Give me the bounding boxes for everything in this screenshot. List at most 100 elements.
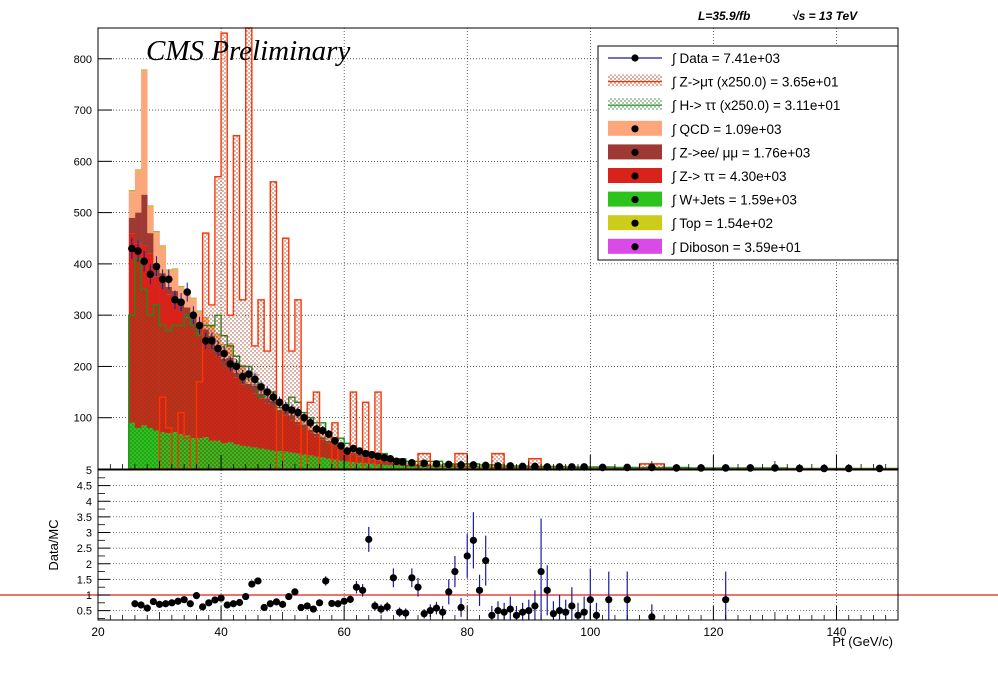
data-point bbox=[408, 459, 416, 467]
top-bar bbox=[134, 170, 142, 172]
x-axis-label: Pt (GeV/c) bbox=[832, 634, 893, 649]
ratio-point bbox=[303, 602, 311, 610]
zll-bar bbox=[134, 212, 142, 244]
legend-entry-data: ∫ Data = 7.41e+03 bbox=[608, 51, 780, 66]
ratio-point bbox=[389, 574, 397, 582]
diboson-bar bbox=[141, 69, 148, 71]
ratio-point bbox=[475, 586, 484, 594]
zll-bar bbox=[141, 194, 148, 246]
ratio-ytick-label: 1.5 bbox=[77, 574, 92, 586]
legend-entry-ztt: ∫ Z-> ττ = 4.30e+03 bbox=[608, 168, 787, 184]
top-bar bbox=[147, 205, 154, 208]
data-point bbox=[444, 460, 453, 469]
ratio-point bbox=[174, 597, 182, 605]
legend-entry-top: ∫ Top = 1.54e+02 bbox=[608, 215, 773, 231]
chart-title: CMS Preliminary bbox=[146, 35, 350, 67]
ratio-point bbox=[568, 602, 576, 610]
main-ytick-label: 300 bbox=[74, 310, 92, 322]
xtick-label: 120 bbox=[703, 625, 723, 639]
ratio-point bbox=[242, 592, 250, 601]
ratio-point bbox=[180, 596, 188, 604]
top-bar bbox=[128, 190, 136, 193]
ratio-point bbox=[432, 604, 441, 612]
ratio-point bbox=[254, 577, 262, 585]
legend-label: ∫ W+Jets = 1.59e+03 bbox=[671, 193, 797, 208]
legend-label: ∫ Z-> ττ = 4.30e+03 bbox=[671, 169, 787, 184]
ratio-ytick-label: 4 bbox=[86, 496, 92, 508]
ratio-point bbox=[451, 567, 459, 576]
ratio-point bbox=[414, 583, 422, 591]
data-point bbox=[195, 321, 204, 330]
data-point bbox=[244, 370, 253, 378]
ratio-point bbox=[506, 605, 514, 613]
data-point bbox=[189, 311, 198, 319]
diboson-bar bbox=[196, 310, 203, 312]
data-point bbox=[531, 462, 539, 471]
zll-bar bbox=[184, 307, 191, 318]
legend-label: ∫ Data = 7.41e+03 bbox=[671, 51, 780, 66]
diboson-bar bbox=[159, 245, 166, 246]
xtick-label: 140 bbox=[826, 625, 846, 639]
data-point bbox=[349, 444, 358, 453]
ratio-point bbox=[500, 608, 508, 616]
xtick-label: 20 bbox=[91, 625, 105, 639]
ratio-point bbox=[371, 602, 379, 610]
zll-bar bbox=[128, 217, 136, 234]
ratio-point bbox=[426, 607, 434, 615]
ratio-point bbox=[383, 603, 391, 611]
ratio-point bbox=[722, 596, 730, 604]
data-point bbox=[183, 288, 192, 296]
main-y-axis: 100 200 300 400 500 600 700 800 bbox=[74, 54, 112, 425]
ratio-point bbox=[543, 586, 551, 594]
qcd-bar bbox=[159, 247, 166, 274]
data-point bbox=[220, 349, 228, 358]
ratio-point bbox=[580, 608, 588, 616]
main-ytick-label: 400 bbox=[74, 259, 92, 271]
legend-entry-signal_htt: ∫ H-> ττ (x250.0) = 3.11e+01 bbox=[608, 98, 840, 113]
data-point bbox=[158, 275, 167, 284]
data-point bbox=[355, 447, 364, 455]
data-point bbox=[152, 262, 161, 271]
data-point bbox=[263, 388, 272, 396]
data-point bbox=[171, 295, 179, 304]
xtick-label: 40 bbox=[214, 625, 228, 639]
legend-entry-wjets: ∫ W+Jets = 1.59e+03 bbox=[608, 191, 797, 208]
data-point bbox=[164, 275, 173, 284]
ratio-point bbox=[211, 596, 219, 604]
ratio-point bbox=[192, 592, 201, 600]
data-point bbox=[134, 247, 142, 255]
data-point bbox=[275, 398, 284, 407]
legend-label: ∫ Z->ee/ μμ = 1.76e+03 bbox=[671, 145, 810, 160]
data-point bbox=[457, 461, 465, 469]
ratio-point bbox=[143, 604, 151, 612]
data-point bbox=[226, 360, 235, 368]
ratio-point bbox=[537, 567, 545, 576]
ratio-x-axis: 20 40 60 80 100 120 140 bbox=[91, 455, 887, 639]
ratio-point bbox=[525, 607, 533, 615]
main-ytick-label: 800 bbox=[74, 54, 92, 66]
ratio-point bbox=[445, 588, 453, 596]
data-point bbox=[392, 457, 401, 466]
energy-label: √s = 13 TeV bbox=[792, 9, 858, 23]
legend-label: ∫ QCD = 1.09e+03 bbox=[671, 122, 782, 137]
ratio-point bbox=[555, 607, 564, 615]
ratio-point bbox=[334, 600, 342, 608]
ratio-point bbox=[623, 596, 631, 604]
ratio-point bbox=[519, 608, 527, 616]
diboson-bar bbox=[153, 231, 160, 232]
top-bar bbox=[196, 311, 203, 313]
diboson-bar bbox=[178, 285, 185, 287]
data-point bbox=[386, 454, 395, 463]
data-point bbox=[300, 413, 308, 422]
xtick-label: 60 bbox=[337, 625, 351, 639]
xtick-label: 80 bbox=[461, 625, 475, 639]
ratio-ytick-label: 3 bbox=[86, 528, 92, 540]
ratio-point bbox=[482, 557, 490, 565]
top-bar bbox=[190, 298, 197, 300]
ratio-point bbox=[248, 580, 256, 588]
ratio-ytick-label: 2 bbox=[86, 559, 92, 571]
ratio-point bbox=[155, 600, 164, 608]
data-point bbox=[324, 430, 333, 438]
legend-label: ∫ Z->μτ (x250.0) = 3.65e+01 bbox=[671, 75, 839, 90]
